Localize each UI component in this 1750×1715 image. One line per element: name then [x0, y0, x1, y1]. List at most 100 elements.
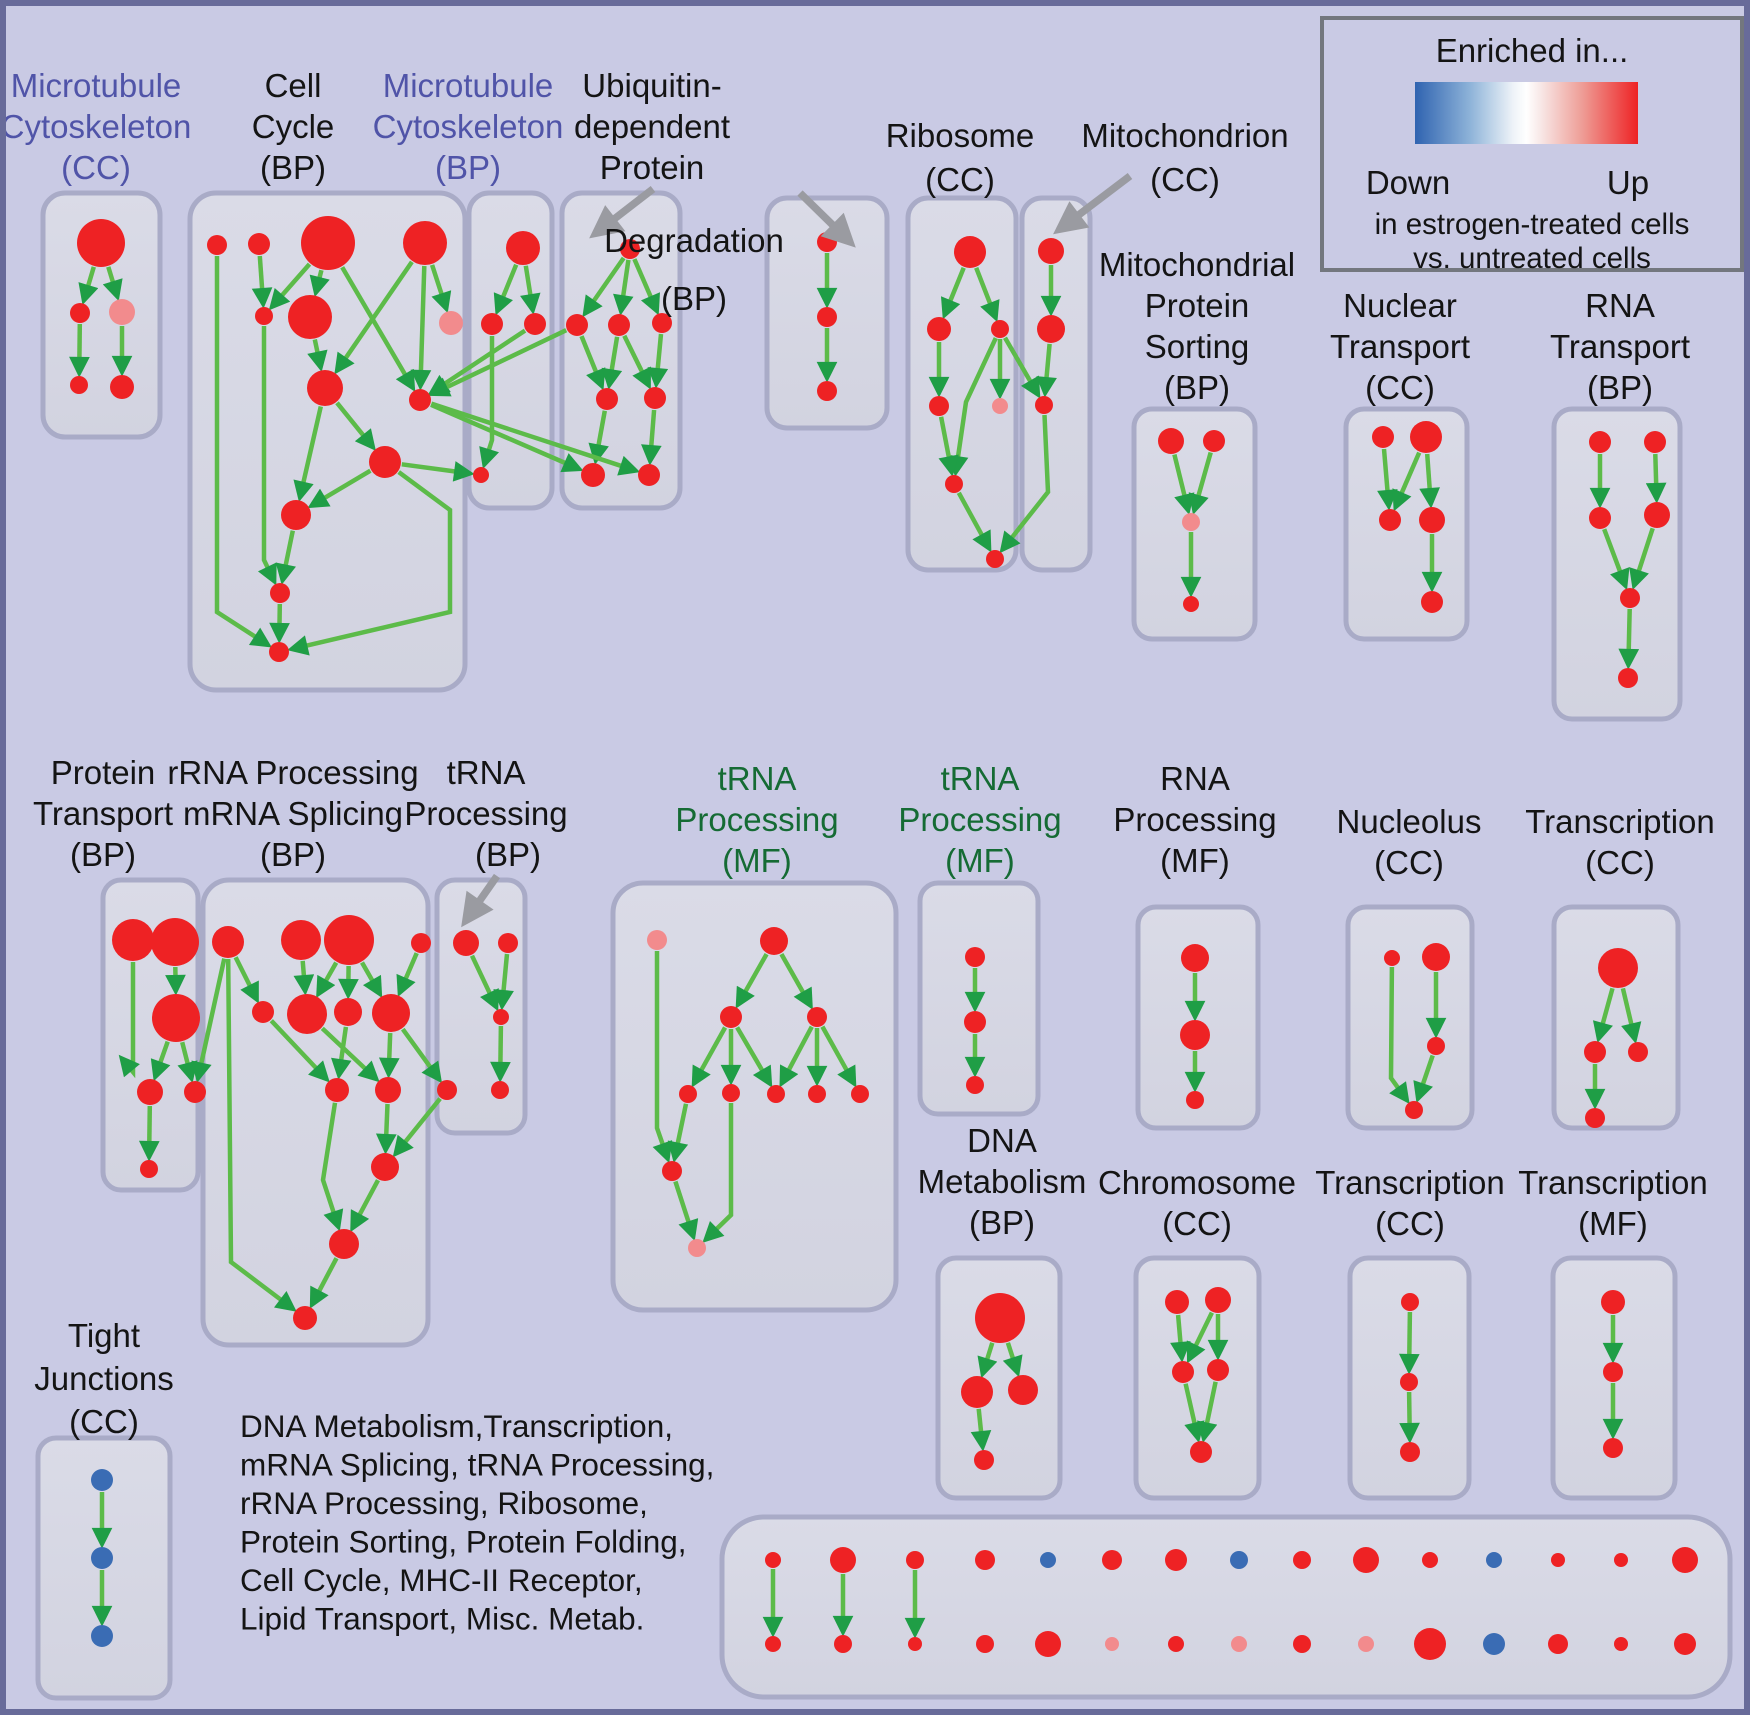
- legend-subtitle-line-1: in estrogen-treated cells: [1375, 208, 1690, 241]
- node-mixed-strip-z4b: [976, 1635, 994, 1653]
- edge-c8-c10: [335, 401, 376, 451]
- node-ubiquitin-deg-2-v2: [817, 307, 837, 327]
- node-trna-processing-mf-2-h2: [964, 1011, 986, 1033]
- node-protein-transport-p3: [152, 994, 200, 1042]
- label-rna-transport-line-1: RNA: [1585, 287, 1655, 324]
- label-dna-metabolism-line-1: DNA: [967, 1122, 1037, 1159]
- node-rrna-processing-mrna-splicing-q2: [281, 920, 321, 960]
- group-box-ribosome: [905, 195, 1019, 573]
- label-rrna-processing-mrna-splicing-line-2: mRNA Splicing: [183, 795, 403, 832]
- label-nucleolus-line-2: (CC): [1374, 844, 1444, 881]
- node-mixed-strip-z12b: [1483, 1633, 1505, 1655]
- node-nuclear-transport-n1: [1372, 426, 1394, 448]
- node-nuclear-transport-n3: [1379, 509, 1401, 531]
- label-microtubule-bp-line-2: Cytoskeleton: [373, 108, 564, 145]
- label-nuclear-transport-line-2: Transport: [1330, 328, 1470, 365]
- edge-t4-t5: [1629, 527, 1655, 591]
- edge-d1-d2: [977, 1342, 998, 1379]
- edge-a1-a2: [78, 266, 99, 305]
- edge-g5-g10: [667, 1103, 689, 1163]
- node-rrna-processing-mrna-splicing-q5: [252, 1001, 274, 1023]
- edge-g2-g3: [735, 952, 769, 1009]
- label-transcription-mf-line-1: Transcription: [1518, 1164, 1708, 1201]
- node-mixed-strip-z12t: [1486, 1552, 1502, 1568]
- label-protein-transport-line-3: (BP): [70, 836, 136, 873]
- node-rna-transport-t2: [1644, 431, 1666, 453]
- label-mito-protein-sorting-line-1: Mitochondrial: [1099, 246, 1295, 283]
- node-rna-processing-mf-i1: [1181, 944, 1209, 972]
- node-microtubule-bp-m3: [524, 313, 546, 335]
- node-cell-cycle-c3: [301, 216, 355, 270]
- node-chromosome-e2: [1205, 1287, 1231, 1313]
- node-trna-processing-mf-1-g11: [688, 1239, 706, 1257]
- node-transcription-mf-x2: [1603, 1362, 1623, 1382]
- label-transcription-cc-2-line-1: Transcription: [1315, 1164, 1505, 1201]
- label-transcription-mf-line-2: (MF): [1578, 1205, 1648, 1242]
- node-mixed-strip-z10t: [1353, 1547, 1379, 1573]
- node-microtubule-cc-a3: [109, 299, 135, 325]
- node-trna-processing-mf-1-g3: [720, 1006, 742, 1028]
- node-protein-transport-p6: [140, 1160, 158, 1178]
- edge-k1-k2: [1592, 987, 1615, 1043]
- node-transcription-cc-2-f3: [1400, 1442, 1420, 1462]
- node-mixed-strip-z6b: [1105, 1637, 1119, 1651]
- node-rrna-processing-mrna-splicing-q12: [329, 1229, 359, 1259]
- edge-c4-c8: [334, 260, 414, 375]
- node-rrna-processing-mrna-splicing-q4: [411, 933, 431, 953]
- edge-s1-s3: [1172, 454, 1195, 515]
- misc-categories-text-line-2: mRNA Splicing, tRNA Processing,: [240, 1447, 714, 1483]
- node-trna-processing-mf-1-g5: [679, 1085, 697, 1103]
- misc-categories-text-line-5: Cell Cycle, MHC-II Receptor,: [240, 1562, 643, 1598]
- node-protein-transport-p4: [137, 1079, 163, 1105]
- label-trna-processing-mf-2-line-2: Processing: [898, 801, 1061, 838]
- node-ribosome-r2: [927, 317, 951, 341]
- edge-u1-u2: [582, 256, 626, 318]
- edge-q3-q6: [316, 961, 339, 999]
- node-transcription-cc-1-k2: [1584, 1041, 1606, 1063]
- node-mixed-strip-z15t: [1672, 1547, 1698, 1573]
- label-transcription-cc-2-line-2: (CC): [1375, 1205, 1445, 1242]
- edge-c8-c11: [293, 405, 323, 502]
- node-mixed-strip-z14t: [1614, 1553, 1628, 1567]
- pointer-ubiquitin-box-1-arrow-icon: [589, 186, 656, 239]
- label-microtubule-cc-line-3: (CC): [61, 149, 131, 186]
- label-transcription-cc-1-line-2: (CC): [1585, 844, 1655, 881]
- edge-s2-s3: [1188, 451, 1213, 515]
- node-trna-processing-mf-1-g2: [760, 927, 788, 955]
- edge-q1-q5: [233, 956, 259, 1004]
- node-mito-protein-sorting-s3: [1182, 513, 1200, 531]
- node-transcription-mf-x3: [1603, 1438, 1623, 1458]
- node-rrna-processing-mrna-splicing-q10: [375, 1077, 401, 1103]
- edge-c9-u7: [430, 402, 584, 473]
- label-cell-cycle-line-2: Cycle: [252, 108, 335, 145]
- node-chromosome-e5: [1190, 1441, 1212, 1463]
- edge-q8-q10: [378, 1032, 400, 1079]
- label-rna-transport-line-2: Transport: [1550, 328, 1690, 365]
- edge-e1-e3: [1170, 1314, 1191, 1363]
- label-trna-processing-mf-1-line-2: Processing: [675, 801, 838, 838]
- label-transcription-cc-1-line-1: Transcription: [1525, 803, 1715, 840]
- pointer-trna-bp-box-arrow-icon: [461, 873, 501, 928]
- edge-u1-u4: [632, 258, 660, 316]
- node-rna-transport-t4: [1644, 502, 1670, 528]
- label-rna-transport-line-3: (BP): [1587, 369, 1653, 406]
- edge-c5-c12: [257, 326, 277, 586]
- edge-c11-c12: [275, 530, 296, 585]
- node-ubiquitin-deg-1-u4: [652, 313, 672, 333]
- label-microtubule-bp-line-1: Microtubule: [383, 67, 554, 104]
- node-mixed-strip-z13t: [1551, 1553, 1565, 1567]
- node-nuclear-transport-n2: [1410, 421, 1442, 453]
- label-trna-processing-mf-1-line-1: tRNA: [718, 760, 797, 797]
- misc-categories-text-line-6: Lipid Transport, Misc. Metab.: [240, 1601, 644, 1637]
- edge-c3-c5: [268, 262, 312, 311]
- edge-m1-m3: [520, 265, 541, 315]
- edge-u2-u5: [579, 335, 606, 391]
- edge-q4-q8: [396, 952, 419, 998]
- label-rna-processing-mf-line-3: (MF): [1160, 842, 1230, 879]
- node-mixed-strip-z11b: [1414, 1628, 1446, 1660]
- node-mito-protein-sorting-s4: [1183, 596, 1199, 612]
- node-protein-transport-p1: [112, 919, 154, 961]
- node-ribosome-r4: [929, 396, 949, 416]
